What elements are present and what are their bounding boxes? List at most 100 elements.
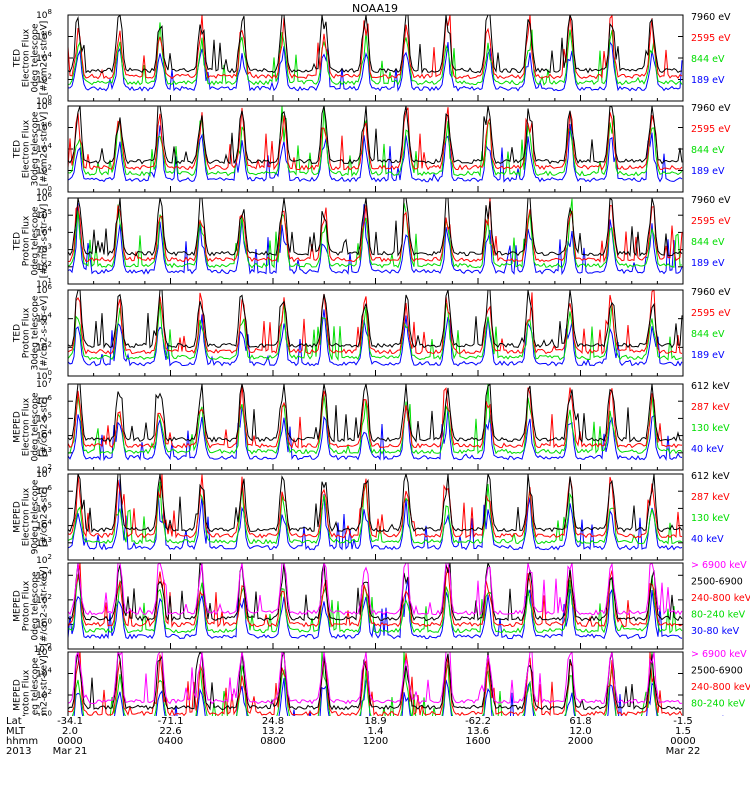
y-tick-label: 103 (36, 243, 52, 256)
panel-frame (67, 651, 684, 716)
y-tick-label: 106 (36, 121, 52, 134)
footer-mlt-value: 13.6 (466, 726, 490, 737)
footer-row-label: 2013 (6, 746, 32, 757)
footer-date-value: Mar 21 (52, 746, 88, 757)
series-trace (68, 474, 683, 533)
legend-entry: 287 keV (691, 402, 730, 413)
panel-5: 102 103 104 105 106 107 MEPEDElectron Flux0deg… (13, 377, 731, 476)
legend-entry: > 6900 keV (691, 649, 747, 660)
y-tick-label: 102 (36, 553, 52, 566)
legend-entry: 844 eV (691, 237, 725, 248)
legend-entry: 2500-6900 (691, 577, 743, 588)
y-axis-label: TEDElectron Flux30deg telescope[#/cm2-s-… (13, 111, 50, 186)
y-tick-label: 103 (36, 446, 52, 459)
legend-entry: 40 keV (691, 534, 724, 545)
footer-lat-value: -34.1 (57, 716, 83, 727)
legend-entry: 240-800 keV (691, 682, 750, 693)
footer-row-label: hhmm (6, 736, 39, 747)
series-trace (68, 198, 683, 263)
footer-hhmm-value: 0400 (157, 736, 184, 747)
footer-row-label: Lat (6, 716, 22, 727)
legend-entry: 189 eV (691, 258, 725, 269)
time-axis-footer: Lat MLT hhmm 2013 -34.1 2.0 0000 Mar 21 -71.1 22.… (0, 716, 750, 800)
y-tick-label: 102 (36, 73, 52, 86)
footer-hhmm-value: 0000 (670, 736, 696, 747)
legend-entry: 612 keV (691, 471, 730, 482)
y-tick-label: 108 (36, 8, 52, 21)
y-tick-label: 104 (36, 51, 52, 64)
series-trace (68, 479, 683, 551)
series-trace (68, 474, 683, 539)
y-tick-label: 103 (36, 536, 52, 549)
legend-entry: 2500-6900 (691, 666, 743, 677)
series-trace (68, 574, 683, 634)
y-axis-label: MEPEDProton Flux90deg telescope[#/cm2-s-… (13, 655, 50, 716)
y-tick-label: 106 (36, 484, 52, 497)
y-axis-label: MEPEDProton Flux0deg telescope[#/cm2-s-s… (13, 566, 50, 645)
footer-lat-value: 18.9 (364, 716, 387, 727)
y-tick-label: 102 (36, 463, 52, 476)
series-trace (68, 106, 683, 178)
footer-mlt-value: 2.0 (62, 726, 78, 737)
legend-entry: 80-240 keV (691, 699, 746, 710)
y-tick-label: 100 (36, 710, 52, 717)
series-trace (68, 290, 683, 355)
footer-mlt-value: 1.5 (675, 726, 691, 737)
legend-entry: 7960 eV (691, 287, 731, 298)
y-tick-label: 104 (36, 667, 52, 680)
y-tick-label: 102 (36, 164, 52, 177)
legend-entry: 189 eV (691, 350, 725, 361)
legend-entry: 189 eV (691, 75, 725, 86)
footer-hhmm-value: 2000 (567, 736, 594, 747)
legend-entry: 7960 eV (691, 103, 731, 114)
y-axis-label: MEPEDElectron Flux0deg telescope[#/cm2-s… (13, 392, 50, 462)
footer-row-label: MLT (6, 726, 25, 737)
y-tick-label: 100 (36, 185, 52, 198)
footer-mlt-value: 22.6 (159, 726, 182, 737)
y-tick-label: 108 (36, 99, 52, 112)
series-trace (68, 290, 683, 349)
series-trace (68, 652, 683, 716)
y-tick-label: 102 (36, 593, 52, 606)
legend-entry: 612 keV (691, 381, 730, 392)
y-tick-label: 104 (36, 568, 52, 581)
series-trace (68, 22, 683, 86)
legend-entry: 40 keV (691, 444, 724, 455)
legend-entry: 30-80 keV (691, 715, 740, 716)
legend-entry: 189 eV (691, 166, 725, 177)
y-axis-label: TEDProton Flux0deg telescope[#/cm2-s-str… (13, 204, 50, 279)
y-tick-label: 100 (36, 94, 52, 107)
legend-entry: 7960 eV (691, 12, 731, 23)
y-tick-label: 104 (36, 225, 52, 238)
footer-lat-value: -71.1 (157, 716, 184, 727)
footer-hhmm-value: 0800 (260, 736, 286, 747)
series-trace (68, 301, 683, 362)
footer-hhmm-value: 0000 (57, 736, 83, 747)
y-tick-label: 105 (36, 501, 52, 514)
series-trace (68, 15, 683, 80)
footer-lat-value: 61.8 (569, 716, 592, 727)
footer-lat-value: -1.5 (673, 716, 693, 727)
y-tick-label: 106 (36, 394, 52, 407)
series-trace (73, 672, 658, 716)
y-axis-label: TEDProton Flux30deg telescope[#/cm2-s-st… (13, 295, 50, 370)
y-tick-label: 106 (36, 30, 52, 43)
y-tick-label: 10-2 (34, 642, 52, 655)
legend-entry: 2595 eV (691, 216, 731, 227)
footer-mlt-value: 12.0 (569, 726, 592, 737)
legend-entry: 844 eV (691, 54, 725, 65)
y-tick-label: 105 (36, 208, 52, 221)
legend-entry: 2595 eV (691, 308, 731, 319)
footer-mlt-value: 13.2 (261, 726, 285, 737)
legend-entry: > 6900 keV (691, 560, 747, 571)
y-tick-label: 104 (36, 312, 52, 325)
y-axis-label: TEDElectron Flux0deg telescope[#/cm2-s-s… (13, 21, 50, 96)
y-tick-label: 104 (36, 142, 52, 155)
y-tick-label: 107 (36, 467, 52, 480)
